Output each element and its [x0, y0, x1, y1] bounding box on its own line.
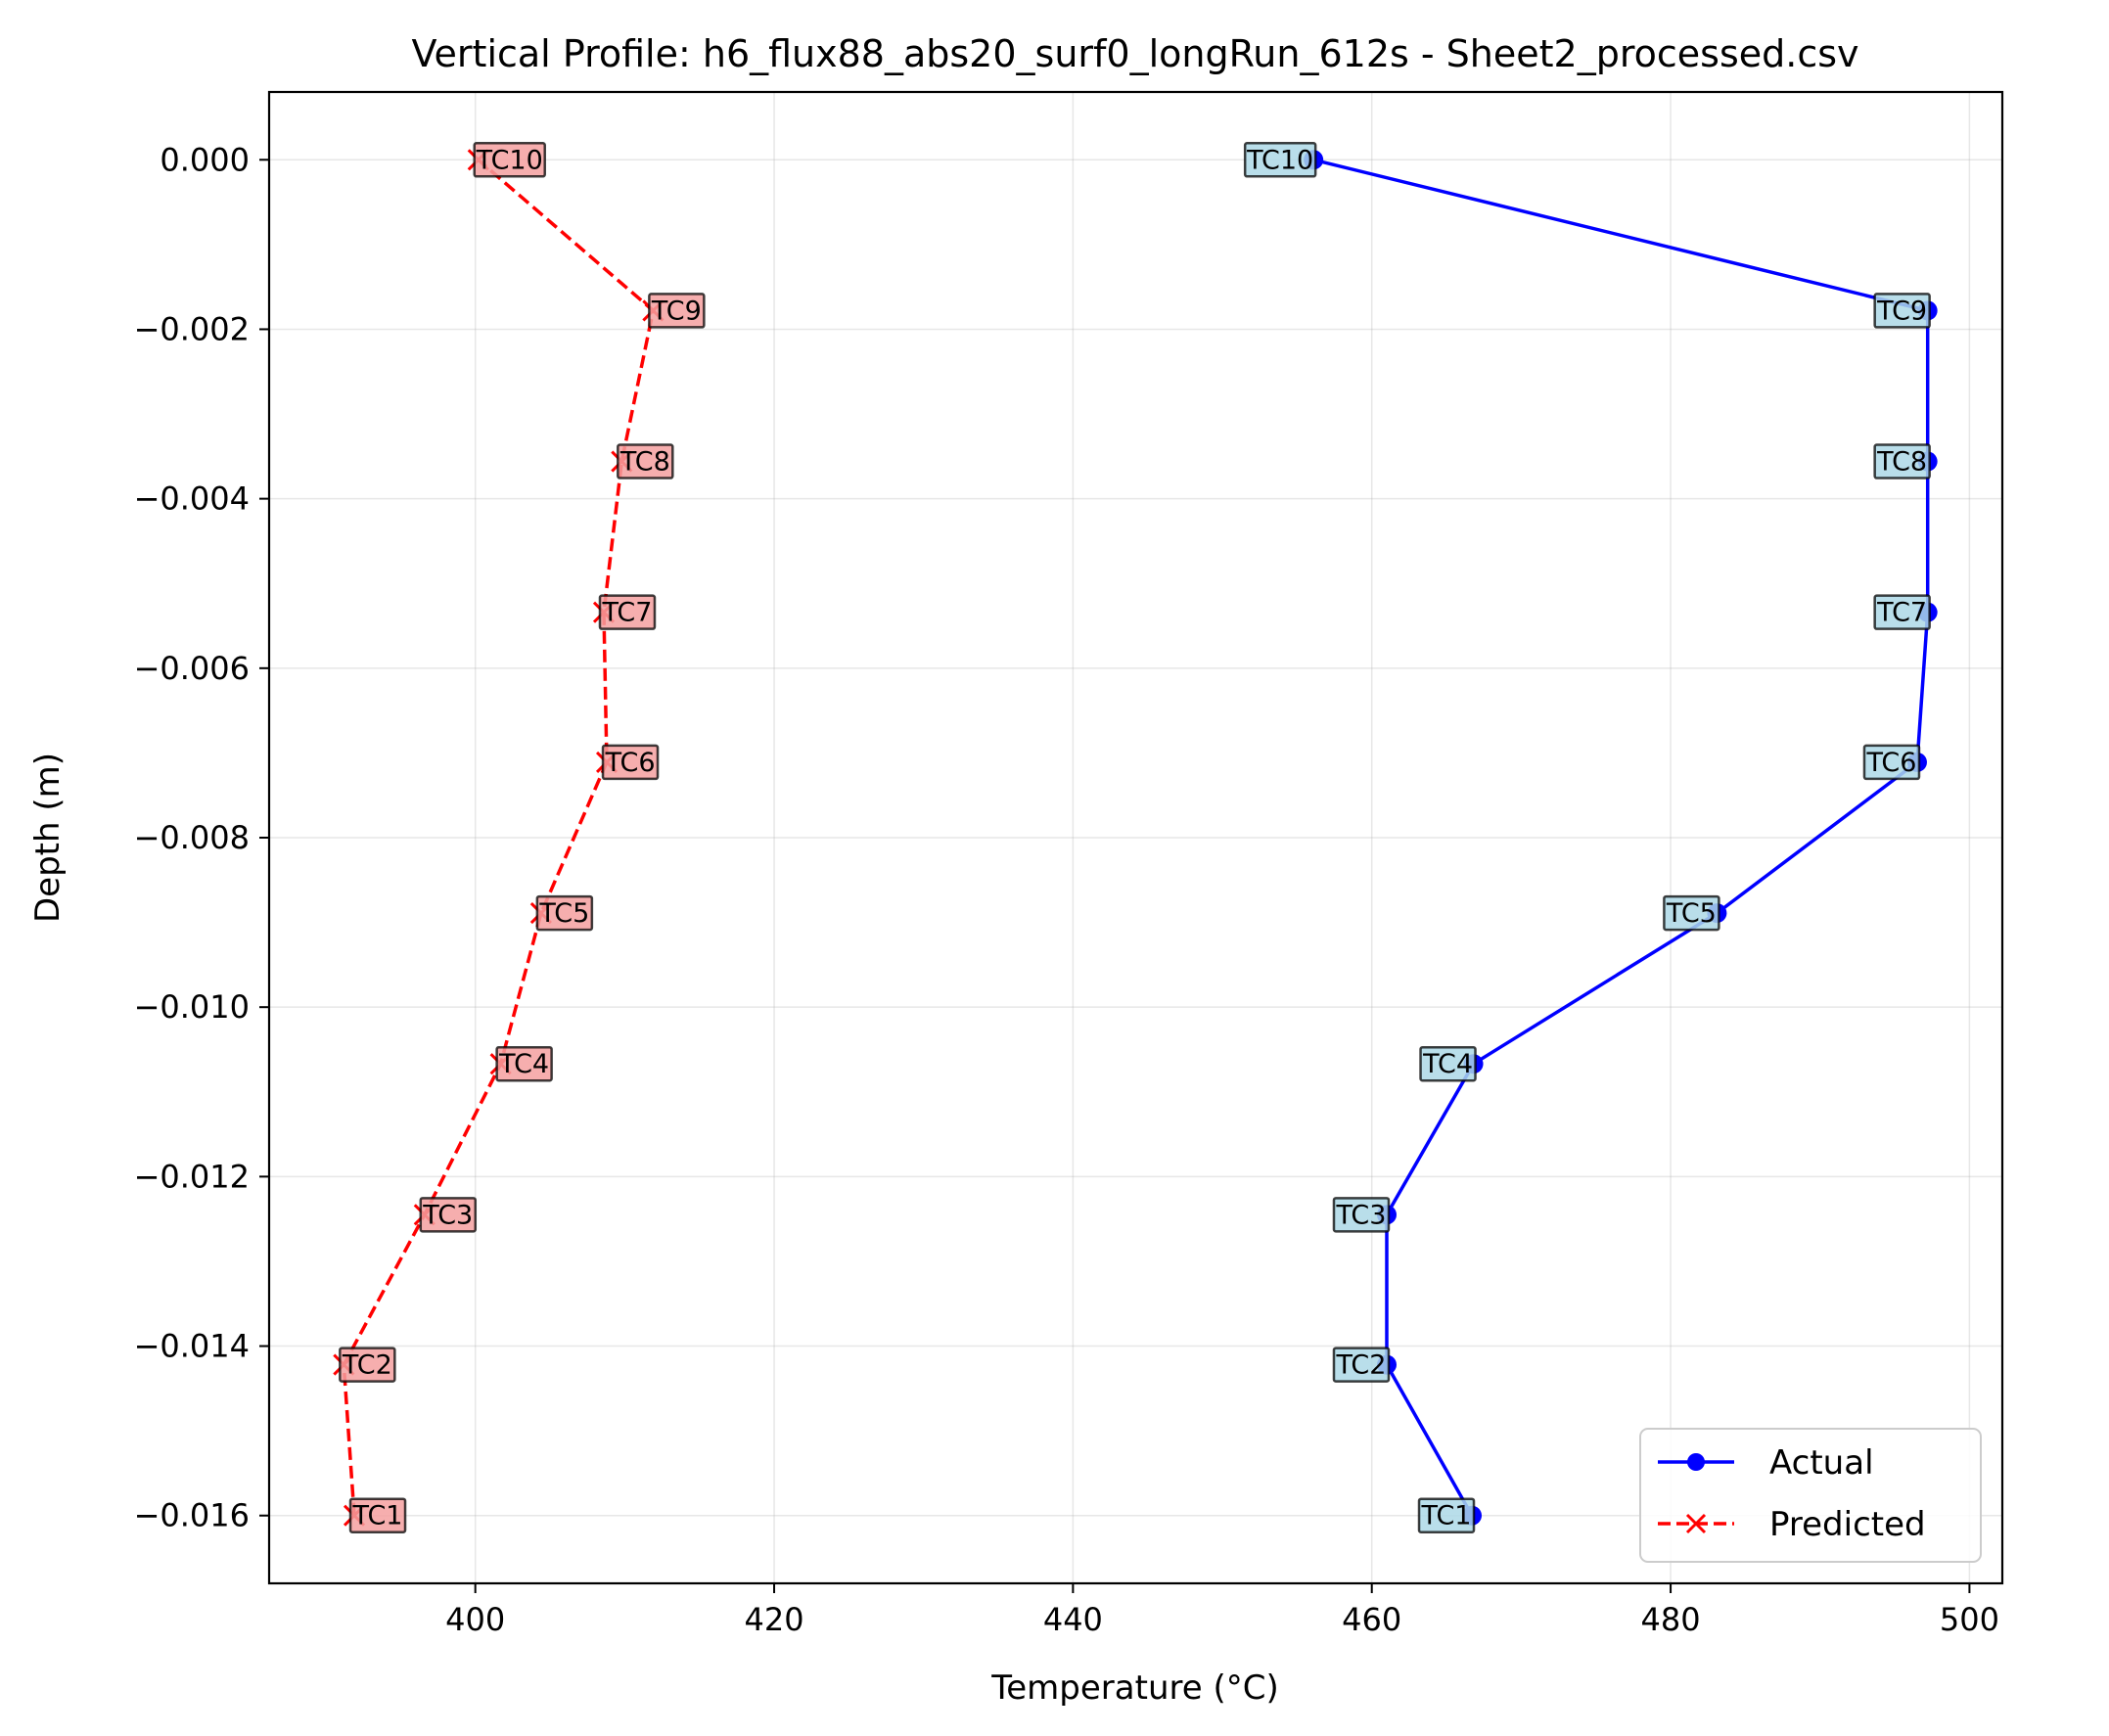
y-tick-label: −0.008: [134, 819, 250, 856]
actual-point-label: TC7: [1876, 598, 1927, 628]
legend-entry-actual: Actual: [1658, 1443, 1874, 1483]
y-tick-label: −0.002: [134, 310, 250, 347]
actual-point-label: TC4: [1422, 1049, 1473, 1079]
predicted-point-label-box: [339, 1347, 396, 1383]
actual-point-label: TC10: [1246, 145, 1313, 175]
predicted-point-label: TC2: [342, 1350, 392, 1381]
x-tick-label: 400: [445, 1601, 505, 1638]
x-axis-label: Temperature (°C): [990, 1668, 1278, 1708]
actual-point-label-box: [1873, 594, 1931, 630]
actual-point-label: TC5: [1666, 898, 1717, 929]
predicted-point-label: TC9: [651, 296, 702, 326]
actual-point-label: TC3: [1336, 1200, 1387, 1230]
x-tick-label: 500: [1940, 1601, 1999, 1638]
axes: 400 420 440 460 480 500 0.000 −0.002 −0.004 −0.00…: [134, 141, 1999, 1638]
actual-point-label: TC2: [1336, 1350, 1387, 1381]
y-tick-label: −0.006: [134, 650, 250, 687]
predicted-point-label: TC7: [602, 598, 653, 628]
actual-point-label-box: [1419, 1045, 1477, 1082]
actual-point-label-box: [1332, 1347, 1391, 1383]
actual-point-label-box: [1417, 1497, 1476, 1533]
y-tick-label: −0.014: [134, 1328, 250, 1365]
predicted-point-label: TC10: [476, 145, 543, 175]
chart-title: Vertical Profile: h6_flux88_abs20_surf0_…: [412, 32, 1859, 75]
predicted-point-label: TC8: [619, 447, 670, 478]
predicted-point-label: TC1: [352, 1501, 403, 1531]
x-tick-label: 420: [744, 1601, 803, 1638]
y-axis-label: Depth (m): [28, 753, 68, 923]
legend-actual-marker: [1687, 1453, 1705, 1471]
predicted-series-line: [342, 158, 656, 1516]
predicted-point-label-box: [495, 1045, 553, 1082]
actual-point-label-box: [1862, 744, 1921, 781]
x-tick-label: 460: [1342, 1601, 1401, 1638]
legend-entry-predicted: Predicted: [1658, 1505, 1926, 1544]
predicted-point-label-box: [598, 594, 657, 630]
actual-point-label-box: [1873, 443, 1931, 480]
actual-point-label: TC1: [1421, 1501, 1472, 1531]
predicted-point-label: TC5: [538, 898, 589, 929]
legend-predicted-label: Predicted: [1769, 1505, 1926, 1544]
predicted-point-label-box: [348, 1497, 407, 1533]
predicted-point-label-box: [617, 443, 674, 480]
series-layer: TC1 TC2 TC3 TC4 TC5 TC6 TC7 TC8 TC9 TC10 TC1 TC2 TC3…: [333, 142, 1938, 1533]
predicted-point-label-box: [535, 894, 594, 932]
predicted-point-label-box: [473, 142, 546, 178]
predicted-point-label: TC4: [498, 1049, 549, 1079]
actual-point-label-box: [1663, 894, 1720, 932]
predicted-point-label-box: [601, 744, 660, 781]
actual-point-label: TC8: [1876, 447, 1927, 478]
grid-lines: [269, 92, 2002, 1583]
y-tick-label: 0.000: [160, 141, 250, 178]
predicted-point-label-box: [648, 293, 706, 329]
predicted-point-label: TC6: [605, 748, 656, 778]
y-tick-label: −0.012: [134, 1158, 250, 1195]
legend-actual-label: Actual: [1769, 1443, 1874, 1483]
actual-point-label-box: [1332, 1197, 1391, 1233]
predicted-point-label-box: [419, 1197, 478, 1233]
predicted-point-label: TC3: [422, 1200, 473, 1230]
y-tick-label: −0.016: [134, 1497, 250, 1534]
x-tick-label: 440: [1043, 1601, 1103, 1638]
y-tick-label: −0.004: [134, 480, 250, 518]
actual-point-label-box: [1243, 142, 1317, 178]
actual-series-line: [1312, 158, 1930, 1517]
actual-point-label-box: [1873, 293, 1931, 329]
legend: Actual Predicted: [1639, 1428, 1982, 1563]
actual-point-label: TC6: [1866, 748, 1917, 778]
actual-point-label: TC9: [1876, 296, 1927, 326]
y-tick-label: −0.010: [134, 988, 250, 1026]
legend-predicted-marker: [1685, 1513, 1707, 1534]
x-tick-label: 480: [1641, 1601, 1701, 1638]
